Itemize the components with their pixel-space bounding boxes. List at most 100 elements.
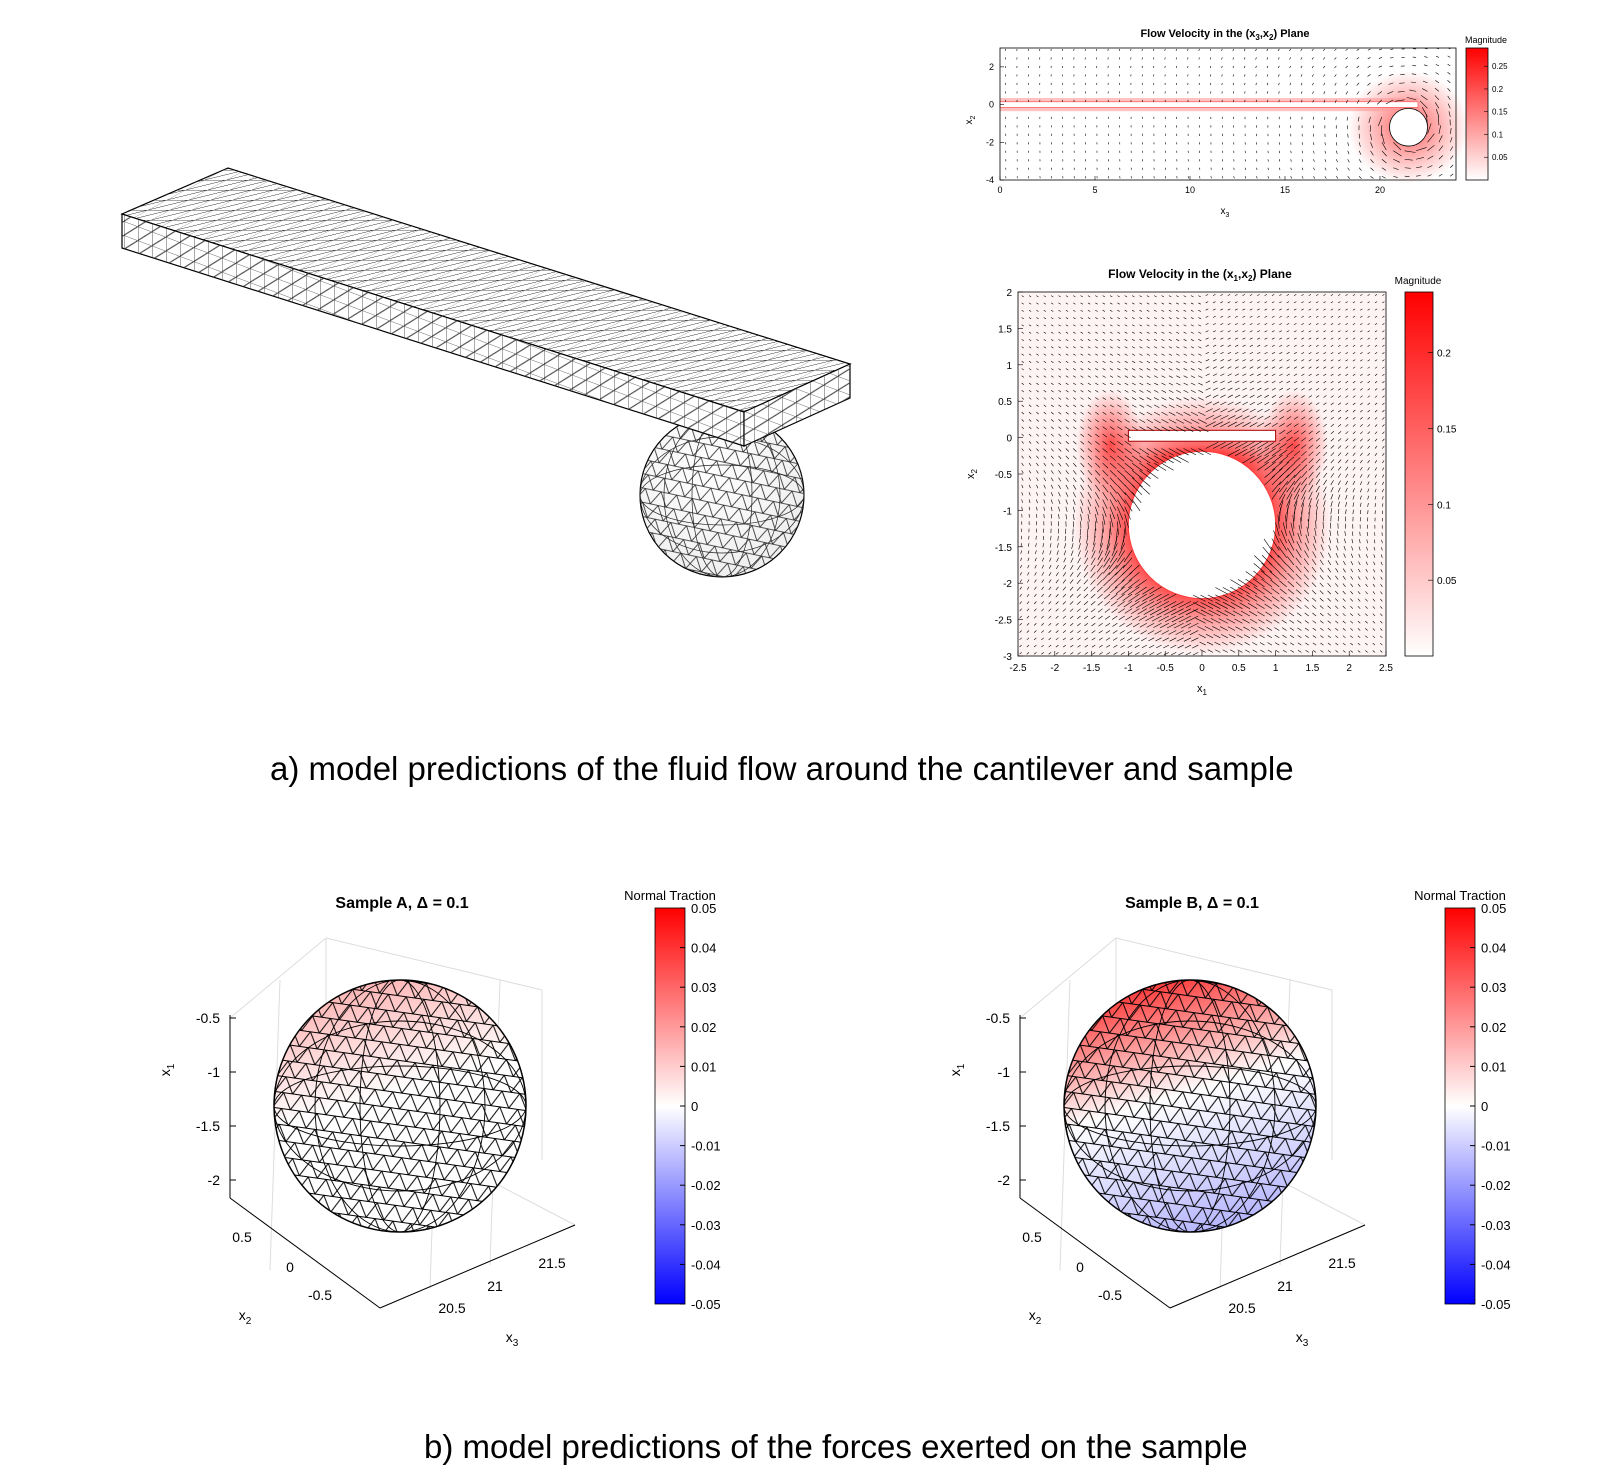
plot1-arrow <box>1334 74 1337 77</box>
plot2-arrow <box>1330 330 1334 333</box>
plot2-arrow <box>1279 366 1283 369</box>
plot2-arrow <box>1382 481 1384 486</box>
plot2-arrow <box>1374 481 1377 486</box>
plot2-arrow <box>1036 302 1039 305</box>
plot2-arrow <box>1109 499 1117 511</box>
plot2-arrow <box>1342 613 1346 617</box>
plot2-arrow <box>1286 323 1290 326</box>
plot2-arrow <box>1292 514 1295 529</box>
plot2-arrow <box>1293 294 1297 296</box>
plot2-arrow <box>1108 572 1118 582</box>
sample-b-grid-line <box>1115 937 1333 991</box>
plot2-arrow <box>1308 465 1314 471</box>
plot2-arrow <box>1065 317 1069 320</box>
plot2-arrow <box>1367 438 1371 442</box>
plot1-arrow <box>1438 145 1444 151</box>
plot2-arrow <box>1374 315 1378 318</box>
plot1-arrow <box>1266 48 1269 52</box>
sample-a-x2-tick-label: -0.5 <box>308 1287 332 1303</box>
plot1-arrow <box>1324 167 1327 171</box>
plot1-ytick-label: -2 <box>986 137 994 147</box>
plot2-arrow <box>1287 547 1295 558</box>
plot2-arrow <box>1027 550 1030 554</box>
plot2-arrow <box>1178 601 1192 608</box>
plot2-arrow <box>1183 346 1187 349</box>
plot2-arrow <box>1036 404 1039 408</box>
plot2-arrow <box>1094 528 1096 538</box>
plot2-arrow <box>1374 381 1378 384</box>
plot2-colorbar-tick-label: 0.05 <box>1437 576 1457 587</box>
plot2-arrow <box>1087 375 1091 378</box>
plot2-arrow <box>1311 574 1317 580</box>
sample-b-axes <box>1019 1015 1366 1309</box>
plot2-arrow <box>1058 484 1061 490</box>
plot2-arrow <box>1345 388 1349 391</box>
plot2-arrow <box>1033 652 1037 655</box>
sample-a-meridian <box>314 979 486 1233</box>
plot1-arrow <box>1209 48 1212 52</box>
plot2-arrow <box>1279 409 1284 413</box>
plot2-arrow <box>1308 395 1313 398</box>
plot2-arrow <box>1087 499 1092 507</box>
plot2-arrow <box>1091 637 1096 641</box>
plot2-arrow <box>1161 404 1168 408</box>
plot2-arrow <box>1382 503 1384 507</box>
plot2-arrow <box>1352 466 1356 471</box>
plot2-arrow <box>1367 488 1370 493</box>
plot2-arrow <box>1286 462 1295 471</box>
plot2-arrow <box>1301 464 1308 471</box>
plot2-arrow <box>1286 480 1296 493</box>
plot2-arrow <box>1122 557 1133 569</box>
plot2-arrow <box>1073 309 1076 312</box>
plot2-arrow <box>1063 550 1067 556</box>
plot2-arrow <box>1327 582 1332 588</box>
plot2-arrow <box>1102 499 1108 509</box>
plot2-arrow <box>1124 419 1130 423</box>
plot2-arrow <box>1308 301 1312 304</box>
plot2-arrow <box>1342 628 1346 631</box>
plot2-arrow <box>1323 294 1326 296</box>
plot2-arrow <box>1161 360 1165 364</box>
plot2-arrow <box>1043 441 1047 444</box>
plot2-xtick-label: -2 <box>1050 663 1059 674</box>
plot1-arrow <box>1313 159 1315 162</box>
plot2-arrow <box>1373 554 1376 558</box>
plot2-arrow <box>1315 395 1320 398</box>
plot2-arrow <box>1357 650 1361 653</box>
plot1-arrow <box>1447 63 1451 67</box>
plot2-arrow <box>1048 637 1052 641</box>
plot1-arrow <box>1232 82 1234 86</box>
plot2-arrow <box>1234 401 1241 406</box>
plot2-arrow <box>1305 534 1310 544</box>
plot2-arrow <box>1279 481 1289 493</box>
plot2-arrow <box>1185 601 1199 608</box>
plot2-arrow <box>1073 324 1076 327</box>
plot2-arrow <box>1293 359 1297 362</box>
plot2-arrow <box>1293 308 1297 311</box>
plot2-arrow <box>1380 569 1383 573</box>
plot2-arrow <box>1135 579 1147 588</box>
plot2-arrow <box>1154 397 1159 401</box>
plot2-arrow <box>1095 411 1099 415</box>
plot2-arrow <box>1036 390 1039 393</box>
plot2-arrow <box>1117 404 1122 408</box>
plot2-arrow <box>1257 337 1261 340</box>
plot2-arrow <box>1058 309 1061 312</box>
plot2-arrow <box>1345 380 1349 384</box>
plot2-arrow <box>1319 612 1324 617</box>
plot2-arrow <box>1198 419 1207 424</box>
plot2-arrow <box>1367 409 1371 413</box>
plot1-arrow <box>1358 176 1362 179</box>
plot2-arrow <box>1264 294 1268 296</box>
plot2-arrow <box>1380 583 1383 588</box>
plot2-arrow <box>1058 492 1061 497</box>
plot2-arrow <box>1205 634 1214 639</box>
plot2-arrow <box>1212 315 1216 318</box>
plot2-arrow <box>1308 471 1314 478</box>
plot2-arrow <box>1293 373 1298 376</box>
plot2-arrow <box>1308 352 1312 355</box>
plot2-arrow <box>1236 634 1243 639</box>
plot2-arrow <box>1192 644 1199 649</box>
plot2-arrow <box>1297 635 1302 639</box>
plot2-arrow <box>1106 644 1111 648</box>
